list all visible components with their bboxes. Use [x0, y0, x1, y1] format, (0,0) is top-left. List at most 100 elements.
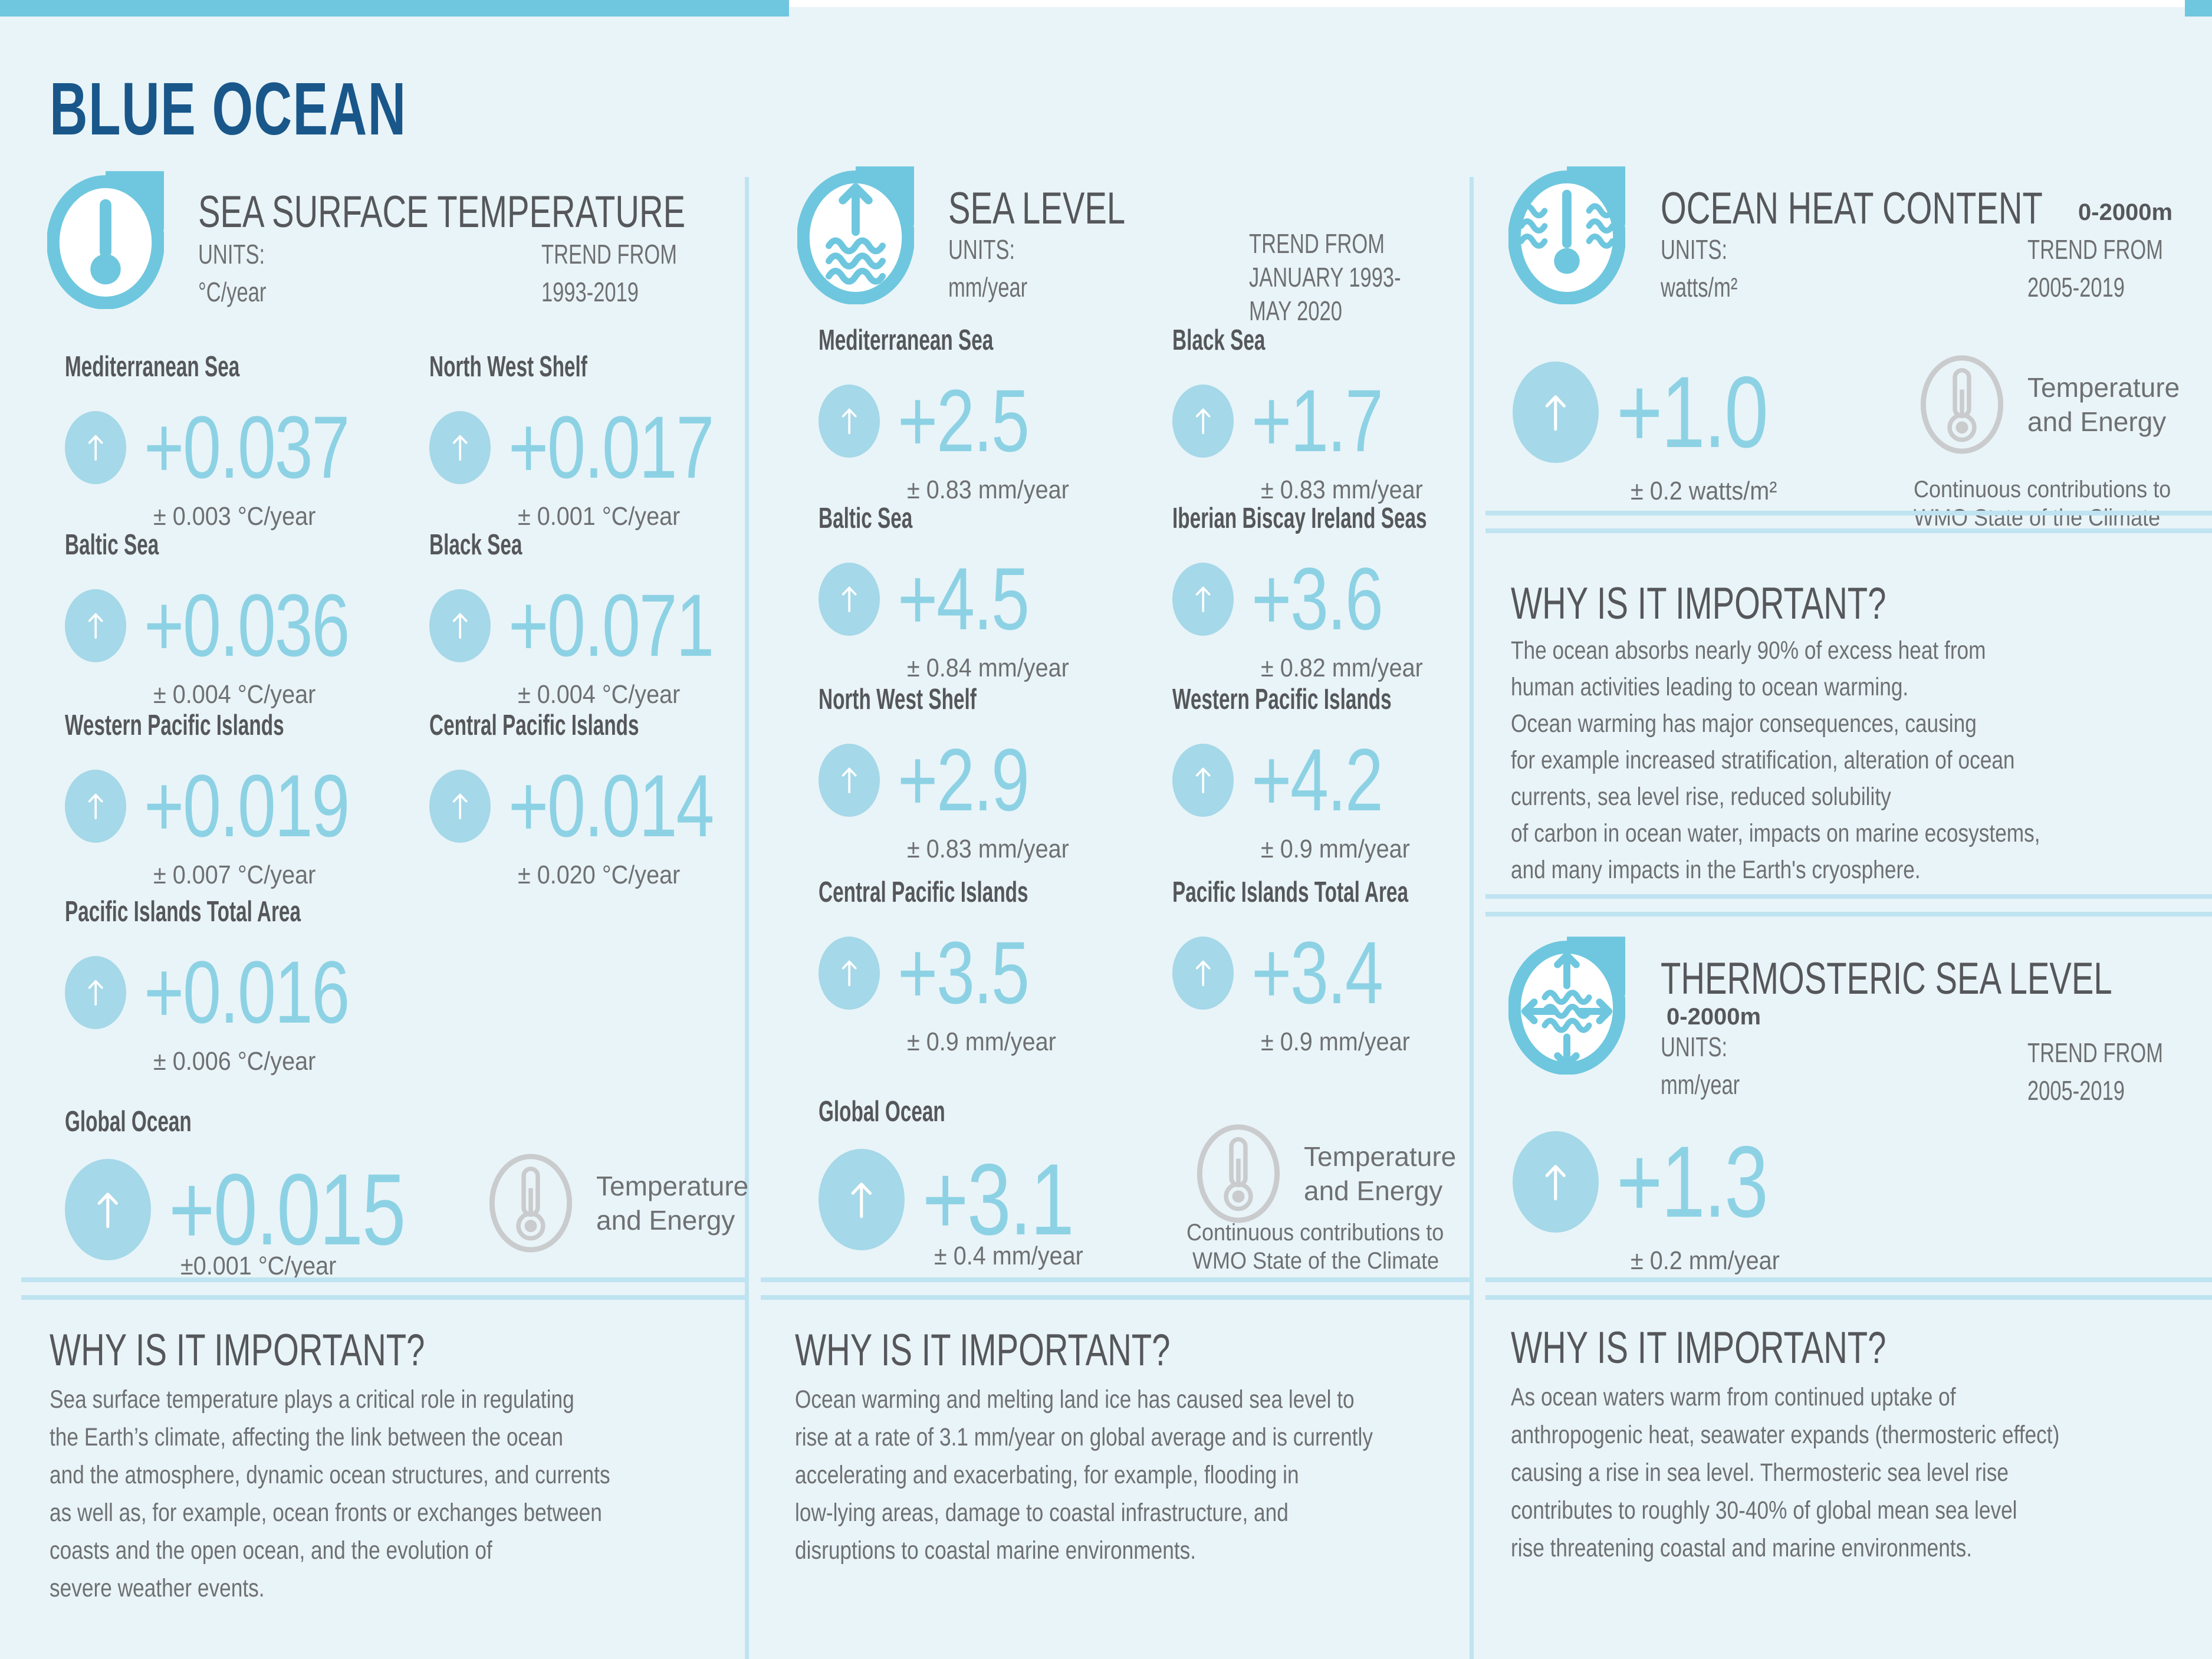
section-divider: [1485, 511, 2212, 515]
temperature-energy-badge: Temperature and Energy: [1918, 353, 2193, 456]
thermometer-icon: [489, 1154, 573, 1253]
wmo-note: WMO State of the Climate: [1192, 1248, 1439, 1274]
stat-error: ± 0.001 °C/year: [518, 502, 681, 531]
why-line: accelerating and exacerbating, for examp…: [795, 1461, 1299, 1489]
why-line: As ocean waters warm from continued upta…: [1511, 1383, 1956, 1411]
stat-name: Black Sea: [429, 529, 522, 561]
stat-sl-global-ocean: Global Ocean +3.1 ± 0.4 mm/year: [819, 1095, 1116, 1271]
stat-name: Baltic Sea: [65, 529, 159, 561]
trend-value: 1993-2019: [541, 277, 639, 307]
stat-sst-western-pacific-islands: Western Pacific Islands +0.019 ± 0.007 °…: [65, 709, 406, 890]
up-arrow-bullet-icon: [65, 589, 126, 662]
tsl-depth-label: 0-2000m: [1667, 1004, 1761, 1030]
up-arrow-bullet-icon: [65, 410, 126, 484]
stat-sst-baltic-sea: Baltic Sea +0.036 ± 0.004 °C/year: [65, 528, 406, 709]
up-arrow-bullet-icon: [1172, 936, 1234, 1010]
stat-value: +3.5: [898, 923, 1030, 1022]
up-arrow-bullet-icon: [65, 769, 126, 843]
stat-error: ± 0.007 °C/year: [153, 860, 316, 889]
why-important-title-sea-level: WHY IS IT IMPORTANT?: [795, 1325, 1171, 1375]
units-label: UNITS:: [198, 239, 265, 270]
stat-error: ± 0.2 mm/year: [1631, 1246, 1780, 1275]
stat-error: ± 0.83 mm/year: [907, 475, 1069, 504]
up-arrow-bullet-icon: [429, 589, 491, 662]
stat-error: ± 0.83 mm/year: [1261, 475, 1423, 504]
section-divider: [761, 1295, 1470, 1300]
thermometer-icon: [1197, 1124, 1280, 1223]
section-divider: [1485, 912, 2212, 916]
stat-name: North West Shelf: [819, 684, 977, 715]
temperature-energy-label: Temperature and Energy: [1304, 1141, 1457, 1206]
section-divider: [21, 1277, 745, 1282]
why-line: human activities leading to ocean warmin…: [1511, 673, 1909, 701]
top-accent-bar-right: [2185, 0, 2212, 17]
stat-name: Pacific Islands Total Area: [1172, 876, 1408, 908]
temperature-energy-badge: Temperature and Energy: [487, 1151, 761, 1255]
up-arrow-bullet-icon: [65, 1159, 151, 1260]
page-title: BLUE OCEAN: [50, 67, 407, 150]
thermosteric-sea-level-icon: [1508, 937, 1625, 1075]
section-title-ohc: OCEAN HEAT CONTENT: [1661, 183, 2043, 234]
units-label: UNITS:: [948, 234, 1015, 265]
stat-name: Central Pacific Islands: [819, 876, 1028, 908]
why-important-title-tsl: WHY IS IT IMPORTANT?: [1511, 1323, 1886, 1373]
section-divider: [761, 1277, 1470, 1282]
stat-name: Western Pacific Islands: [1172, 684, 1392, 715]
stat-name: Pacific Islands Total Area: [65, 896, 301, 928]
why-line: currents, sea level rise, reduced solubi…: [1511, 783, 1891, 811]
units-value: watts/m²: [1661, 272, 1738, 303]
stat-error: ± 0.003 °C/year: [153, 502, 316, 531]
stat-value: +3.1: [922, 1143, 1074, 1256]
stat-name: North West Shelf: [429, 351, 587, 383]
trend-value: JANUARY 1993-: [1249, 262, 1401, 293]
stat-error: ± 0.2 watts/m²: [1631, 477, 1777, 505]
section-divider: [1485, 1295, 2212, 1300]
section-divider: [21, 1295, 745, 1300]
why-line: Ocean warming has major consequences, ca…: [1511, 709, 1977, 738]
stat-value: +3.4: [1251, 923, 1383, 1022]
units-value: °C/year: [198, 277, 267, 307]
stat-value: +2.5: [898, 371, 1030, 470]
sea-level-icon: [797, 166, 914, 304]
why-line: severe weather events.: [50, 1574, 265, 1602]
why-line: Sea surface temperature plays a critical…: [50, 1385, 574, 1414]
temperature-energy-label: Temperature and Energy: [596, 1171, 749, 1236]
stat-name: Iberian Biscay Ireland Seas: [1172, 502, 1427, 534]
stat-name: Black Sea: [1172, 324, 1266, 356]
trend-value: MAY 2020: [1249, 295, 1342, 326]
stat-sst-north-west-shelf: North West Shelf +0.017 ± 0.001 °C/year: [429, 350, 771, 531]
section-title-tsl: THERMOSTERIC SEA LEVEL: [1661, 954, 2112, 1004]
why-line: The ocean absorbs nearly 90% of excess h…: [1511, 636, 1986, 665]
stat-error: ± 0.006 °C/year: [153, 1047, 316, 1076]
stat-sst-black-sea: Black Sea +0.071 ± 0.004 °C/year: [429, 528, 771, 709]
wmo-note: Continuous contributions to: [1914, 477, 2171, 502]
stat-sst-mediterranean-sea: Mediterranean Sea +0.037 ± 0.003 °C/year: [65, 350, 406, 531]
why-line: Ocean warming and melting land ice has c…: [795, 1385, 1355, 1414]
stat-value: +0.071: [508, 576, 714, 675]
why-line: the Earth’s climate, affecting the link …: [50, 1423, 563, 1451]
stat-ohc-global: +1.0 ± 0.2 watts/m²: [1513, 354, 1810, 506]
section-title-sea-level: SEA LEVEL: [948, 183, 1126, 234]
why-important-title-ohc: WHY IS IT IMPORTANT?: [1511, 579, 1886, 629]
stat-sst-pacific-islands-total-area: Pacific Islands Total Area +0.016 ± 0.00…: [65, 895, 412, 1076]
stat-value: +0.037: [144, 397, 350, 497]
column-divider: [745, 177, 749, 1659]
units-label: UNITS:: [1661, 234, 1728, 265]
up-arrow-bullet-icon: [1172, 384, 1234, 458]
stat-value: +0.014: [508, 756, 714, 855]
stat-error: ± 0.9 mm/year: [1261, 1027, 1410, 1056]
stat-value: +1.3: [1616, 1125, 1769, 1238]
trend-label: TREND FROM: [2027, 234, 2163, 265]
stat-name: Central Pacific Islands: [429, 709, 639, 741]
up-arrow-bullet-icon: [429, 410, 491, 484]
why-line: rise at a rate of 3.1 mm/year on global …: [795, 1423, 1373, 1451]
stat-sl-mediterranean-sea: Mediterranean Sea +2.5 ± 0.83 mm/year: [819, 324, 1087, 505]
trend-label: TREND FROM: [541, 239, 677, 270]
stat-name: Western Pacific Islands: [65, 709, 284, 741]
up-arrow-bullet-icon: [65, 955, 126, 1029]
ohc-depth-label: 0-2000m: [2078, 199, 2173, 225]
why-line: disruptions to coastal marine environmen…: [795, 1536, 1197, 1565]
stat-tsl-global: +1.3 ± 0.2 mm/year: [1513, 1123, 1810, 1276]
stat-error: ± 0.83 mm/year: [907, 835, 1069, 863]
stat-value: +0.019: [144, 756, 350, 855]
